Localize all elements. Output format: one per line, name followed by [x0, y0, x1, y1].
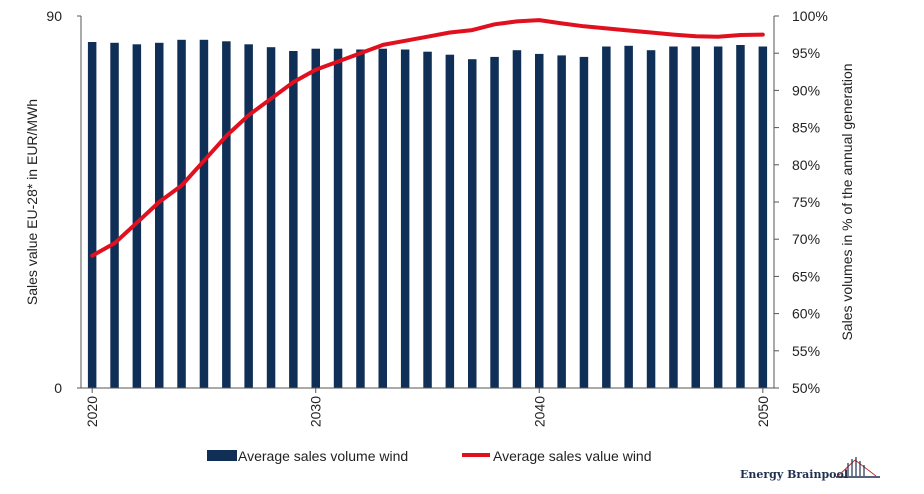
legend-swatch-bar: [207, 450, 237, 461]
bar-2020: [87, 42, 97, 388]
bar-2030: [311, 48, 320, 388]
right-tick-label-95%: 95%: [792, 45, 820, 61]
bar-2035: [423, 51, 432, 388]
bars-group: [87, 39, 768, 389]
right-ticks: 50% 55% 60% 65% 70% 75% 80% 85% 90% 95% 100%: [774, 8, 828, 396]
bar-2038: [490, 56, 499, 389]
right-tick-label-65%: 65%: [792, 268, 820, 284]
sales-value-line: [90, 18, 765, 258]
bar-2045: [646, 50, 656, 388]
right-tick-label-85%: 85%: [792, 120, 820, 136]
right-tick-label-80%: 80%: [792, 157, 820, 173]
bar-2026: [222, 41, 231, 389]
bar-2050: [758, 46, 768, 388]
energy-brainpool-logo: Energy Brainpool: [740, 457, 880, 481]
legend-label-bar: Average sales volume wind: [238, 448, 408, 464]
x-tick-label-2030: 2030: [308, 396, 324, 427]
right-tick-label-55%: 55%: [792, 343, 820, 359]
bar-2043: [602, 46, 611, 388]
bar-2032: [356, 49, 365, 388]
bar-2046: [669, 46, 678, 388]
logo-text: Energy Brainpool: [740, 468, 848, 481]
left-tick-label-90: 90: [46, 8, 62, 24]
bar-2028: [266, 47, 276, 388]
bar-2041: [557, 55, 566, 389]
bar-2033: [378, 48, 387, 388]
bar-2039: [512, 50, 522, 388]
bar-2049: [736, 45, 745, 388]
line-group: [90, 18, 765, 258]
right-axis-title: Sales volumes in % of the annual generat…: [839, 63, 855, 340]
x-tick-label-2020: 2020: [84, 396, 100, 427]
right-tick-label-90%: 90%: [792, 82, 820, 98]
x-tick-label-2040: 2040: [531, 396, 547, 427]
right-tick-label-75%: 75%: [792, 194, 820, 210]
bar-2037: [468, 59, 477, 388]
left-axis-title: Sales value EU-28* in EUR/MWh: [24, 99, 40, 305]
bar-2031: [333, 48, 343, 388]
right-tick-label-50%: 50%: [792, 380, 820, 396]
bar-2024: [177, 39, 186, 389]
bar-2048: [713, 46, 723, 388]
bar-2034: [400, 49, 410, 388]
right-tick-label-60%: 60%: [792, 306, 820, 322]
bar-2022: [132, 44, 142, 389]
bar-2040: [535, 53, 544, 389]
legend-label-line: Average sales value wind: [493, 448, 652, 464]
right-tick-label-100%: 100%: [792, 8, 828, 24]
bar-2042: [579, 56, 589, 389]
bar-2027: [244, 44, 253, 389]
bar-2036: [445, 54, 455, 388]
bar-2025: [199, 39, 209, 389]
bar-2029: [289, 51, 298, 388]
legend: Average sales volume wind Average sales …: [207, 448, 652, 464]
x-ticks: 2020 2030 2040 2050: [84, 388, 771, 427]
x-tick-label-2050: 2050: [755, 396, 771, 427]
right-tick-label-70%: 70%: [792, 231, 820, 247]
bar-2047: [691, 46, 700, 388]
left-tick-label-0: 0: [54, 380, 62, 396]
logo-mark-icon: [836, 457, 880, 478]
left-ticks: 0 90: [46, 8, 81, 396]
bar-2021: [110, 42, 119, 389]
bar-2023: [155, 42, 164, 389]
bar-2044: [624, 45, 633, 389]
